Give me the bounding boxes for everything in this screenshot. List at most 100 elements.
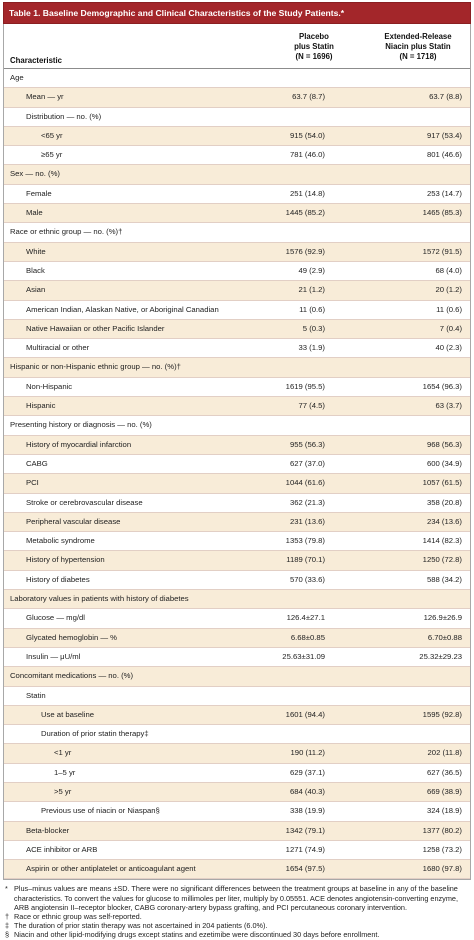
row-label: Use at baseline	[41, 709, 94, 719]
row-label: Hispanic or non-Hispanic ethnic group — …	[10, 362, 181, 372]
footnote-symbol: *	[5, 884, 8, 894]
placebo-value: 1576 (92.9)	[285, 246, 325, 256]
row-label: History of diabetes	[26, 574, 90, 584]
row-label: Age	[10, 73, 24, 82]
row-label: White	[26, 246, 46, 256]
niacin-value: 202 (11.8)	[427, 748, 462, 758]
table-row: <1 yr 190 (11.2) 202 (11.8)	[4, 744, 470, 764]
table-row: Multiracial or other 33 (1.9) 40 (2.3)	[4, 339, 470, 359]
niacin-value: 1572 (91.5)	[422, 246, 462, 256]
row-label: Statin	[26, 690, 46, 700]
footnote-text: Race or ethnic group was self-reported.	[14, 912, 142, 922]
placebo-value: 781 (46.0)	[289, 150, 325, 160]
placebo-value: 629 (37.1)	[289, 767, 325, 777]
placebo-value: 11 (0.6)	[299, 304, 325, 314]
footnote-text: The duration of prior statin therapy was…	[14, 921, 268, 931]
table-row: Age	[4, 69, 470, 89]
row-label: Asian	[26, 285, 46, 295]
niacin-value: 253 (14.7)	[426, 188, 462, 198]
table-title: Baseline Demographic and Clinical Charac…	[42, 8, 345, 18]
row-label: Black	[26, 265, 45, 275]
placebo-value: 6.68±0.85	[290, 632, 325, 642]
niacin-value: 1057 (61.5)	[422, 478, 462, 488]
table-row: 1–5 yr 629 (37.1) 627 (36.5)	[4, 764, 470, 783]
niacin-value: 1377 (80.2)	[422, 825, 462, 835]
row-label: >5 yr	[54, 786, 72, 796]
placebo-value: 1342 (79.1)	[285, 825, 325, 835]
placebo-value: 570 (33.6)	[289, 574, 325, 584]
row-label: 1–5 yr	[54, 767, 76, 777]
row-label: Non-Hispanic	[26, 381, 73, 391]
row-label: Race or ethnic group — no. (%)†	[10, 227, 123, 237]
niacin-value: 126.9±26.9	[423, 613, 462, 623]
niacin-value: 627 (36.5)	[426, 767, 462, 777]
row-label: History of hypertension	[26, 555, 105, 565]
table-container: Table 1. Baseline Demographic and Clinic…	[3, 2, 471, 940]
placebo-value: 231 (13.6)	[289, 516, 325, 526]
row-label: Concomitant medications — no. (%)	[10, 671, 134, 681]
niacin-value: 234 (13.6)	[426, 516, 462, 526]
placebo-value: 126.4±27.1	[286, 613, 325, 623]
placebo-value: 1189 (70.1)	[286, 555, 325, 565]
table-row: Glucose — mg/dl 126.4±27.1 126.9±26.9	[4, 609, 470, 629]
table-row: Native Hawaiian or other Pacific Islande…	[4, 319, 470, 340]
row-label: Duration of prior statin therapy‡	[41, 729, 149, 739]
table-row: Mean — yr 63.7 (8.7) 63.7 (8.8)	[4, 88, 470, 108]
placebo-value: 49 (2.9)	[298, 265, 326, 275]
data-table: Characteristic Placebo plus Statin (N = …	[3, 24, 472, 881]
header-placebo-line1: Placebo	[299, 32, 329, 41]
footnote: ‡ The duration of prior statin therapy wa…	[5, 921, 471, 930]
niacin-value: 588 (34.2)	[426, 574, 462, 584]
row-label: Hispanic	[26, 401, 56, 411]
placebo-value: 5 (0.3)	[302, 323, 325, 333]
table-row: Distribution — no. (%)	[4, 108, 470, 127]
niacin-value: 324 (18.9)	[426, 806, 462, 816]
placebo-value: 1044 (61.6)	[285, 478, 325, 488]
niacin-value: 11 (0.6)	[436, 304, 462, 314]
table-row: Previous use of niacin or Niaspan§ 338 (1…	[4, 802, 470, 822]
row-label: Glucose — mg/dl	[26, 613, 85, 623]
row-label: Glycated hemoglobin — %	[26, 632, 118, 642]
table-row: ACE inhibitor or ARB 1271 (74.9) 1258 (73.…	[4, 841, 470, 861]
placebo-value: 77 (4.5)	[298, 401, 326, 411]
table-row: CABG 627 (37.0) 600 (34.9)	[4, 455, 470, 475]
row-label: Stroke or cerebrovascular disease	[26, 497, 143, 507]
table-row: ≥65 yr 781 (46.0) 801 (46.6)	[4, 146, 470, 166]
table-row: Male 1445 (85.2) 1465 (85.3)	[4, 204, 470, 224]
row-label: Beta-blocker	[26, 825, 70, 835]
placebo-value: 190 (11.2)	[290, 748, 325, 758]
row-label: Aspirin or other antiplatelet or anticoa…	[26, 864, 196, 874]
table-row: Metabolic syndrome 1353 (79.8) 1414 (82.3)	[4, 532, 470, 552]
footnote: † Race or ethnic group was self-reported.	[5, 912, 471, 921]
niacin-value: 669 (38.9)	[426, 786, 462, 796]
table-row: History of diabetes 570 (33.6) 588 (34.2)	[4, 571, 470, 591]
row-label: Laboratory values in patients with histo…	[10, 594, 189, 604]
table-row: Statin	[4, 687, 470, 706]
footnote: § Niacin and other lipid-modifying drugs …	[5, 930, 471, 939]
footnote: * Plus–minus values are means ±SD. There …	[5, 884, 471, 912]
row-label: American Indian, Alaskan Native, or Abor…	[26, 304, 219, 314]
footnote-text: Plus–minus values are means ±SD. There w…	[14, 884, 458, 912]
table-row: Insulin — μU/ml 25.63±31.09 25.32±29.23	[4, 648, 470, 668]
niacin-value: 1654 (96.3)	[422, 381, 462, 391]
niacin-value: 1258 (73.2)	[422, 844, 462, 854]
table-row: Black 49 (2.9) 68 (4.0)	[4, 262, 470, 282]
row-label: Female	[26, 188, 52, 198]
header-niacin: Extended-Release Niacin plus Statin (N =…	[364, 32, 472, 62]
placebo-value: 1271 (74.9)	[285, 844, 325, 854]
niacin-value: 1250 (72.8)	[422, 555, 462, 565]
row-label: Sex — no. (%)	[10, 169, 60, 179]
table-row: Use at baseline 1601 (94.4) 1595 (92.8)	[4, 705, 470, 726]
placebo-value: 627 (37.0)	[289, 458, 325, 468]
header-placebo: Placebo plus Statin (N = 1696)	[262, 32, 366, 62]
row-label: Previous use of niacin or Niaspan§	[41, 806, 160, 816]
placebo-value: 251 (14.8)	[289, 188, 325, 198]
niacin-value: 1414 (82.3)	[422, 536, 462, 546]
header-niacin-line1: Extended-Release	[384, 32, 452, 41]
row-label: ≥65 yr	[41, 150, 63, 160]
table-row: Peripheral vascular disease 231 (13.6) 234…	[4, 512, 470, 533]
row-label: Mean — yr	[26, 92, 64, 102]
table-row: History of myocardial infarction 955 (56.…	[4, 435, 470, 455]
placebo-value: 1601 (94.4)	[285, 709, 325, 719]
row-label: PCI	[26, 478, 39, 488]
